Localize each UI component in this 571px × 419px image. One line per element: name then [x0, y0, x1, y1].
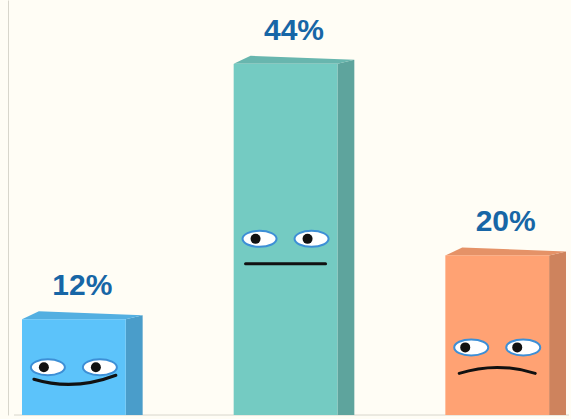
y-axis-line: [8, 1, 9, 416]
pupil: [91, 362, 101, 372]
pupil: [512, 342, 522, 352]
data-label: 20%: [476, 204, 536, 237]
bar-side: [126, 315, 143, 415]
bar-group: [22, 311, 143, 415]
pupil: [303, 234, 313, 244]
bar: [445, 255, 549, 415]
pupil: [460, 342, 470, 352]
bar-group: [445, 247, 566, 415]
eye: [83, 359, 117, 375]
mouth: [34, 375, 116, 384]
data-label: 44%: [264, 13, 324, 46]
mouth: [459, 367, 535, 373]
bar: [234, 64, 338, 415]
pupil: [39, 362, 49, 372]
bar-side: [337, 60, 354, 415]
eye: [506, 339, 540, 355]
data-label: 12%: [52, 268, 112, 301]
y-axis: [8, 1, 9, 416]
bar-side: [549, 251, 566, 415]
bar: [22, 319, 126, 415]
eye: [243, 231, 277, 247]
chart: 12% 44% 20%: [0, 0, 571, 419]
pupil: [251, 234, 261, 244]
mouth: [246, 262, 326, 265]
bars: [22, 56, 566, 415]
eye: [295, 231, 329, 247]
eye: [31, 359, 65, 375]
bar-top: [22, 311, 143, 319]
bar-top: [234, 56, 355, 64]
eye: [454, 339, 488, 355]
bar-top: [445, 247, 566, 255]
bar-group: [234, 56, 355, 415]
